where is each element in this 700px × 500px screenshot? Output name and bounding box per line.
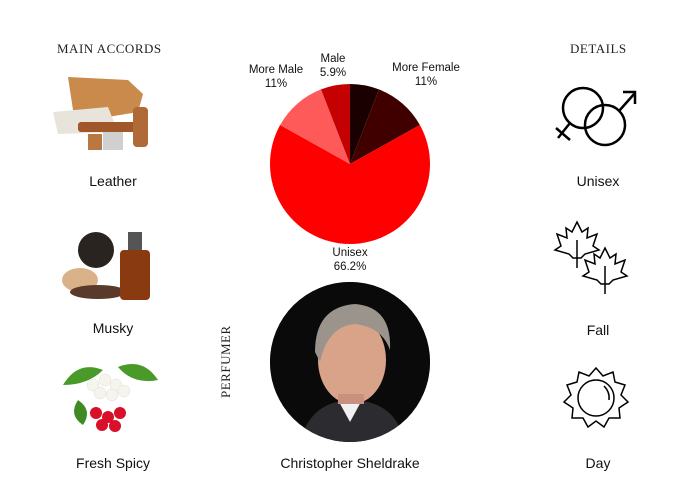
pie-slice-more-female[interactable] xyxy=(350,89,420,164)
accord-label-fresh-spicy: Fresh Spicy xyxy=(76,455,150,471)
pie-label-unisex-value: 66.2% xyxy=(333,261,367,273)
pie-label-male-value: 5.9% xyxy=(319,67,347,79)
detail-label-day: Day xyxy=(585,455,611,471)
perfumer-heading: PERFUMER xyxy=(218,325,233,398)
accord-label-leather: Leather xyxy=(89,173,137,189)
pie-slice-more-male[interactable] xyxy=(280,89,350,164)
leather-image xyxy=(48,72,158,162)
pie-label-more-female: More Female 11% xyxy=(376,61,476,89)
pie-label-more-male-name: More Male xyxy=(248,64,304,76)
pie-label-more-male-value: 11% xyxy=(264,78,288,90)
pie-slice-unisex[interactable] xyxy=(270,125,430,244)
pie-label-unisex: Unisex 66.2% xyxy=(300,246,400,274)
details-heading: DETAILS xyxy=(570,41,627,56)
pie-label-male: Male 5.9% xyxy=(283,52,383,80)
gender-symbols-icon xyxy=(553,80,643,155)
pie-slice-unlabeled-0[interactable] xyxy=(350,83,379,164)
pie-label-more-male: More Male 11% xyxy=(226,63,326,91)
pie-slice-male[interactable] xyxy=(321,84,350,164)
sun-icon xyxy=(562,366,630,430)
perfumer-photo[interactable] xyxy=(270,282,430,442)
detail-label-fall: Fall xyxy=(586,322,610,338)
musk-image xyxy=(58,222,158,307)
main-accords-heading: MAIN ACCORDS xyxy=(57,41,162,56)
pie-label-unisex-name: Unisex xyxy=(332,247,368,259)
hawthorn-flowers-image xyxy=(58,355,162,435)
accord-label-musky: Musky xyxy=(92,320,134,336)
pie-label-male-name: Male xyxy=(320,53,346,65)
pie-label-more-female-value: 11% xyxy=(414,76,438,88)
detail-label-unisex: Unisex xyxy=(576,173,620,189)
perfumer-name[interactable]: Christopher Sheldrake xyxy=(280,455,420,471)
maple-leaves-icon xyxy=(553,218,638,298)
pie-label-more-female-name: More Female xyxy=(392,62,460,74)
